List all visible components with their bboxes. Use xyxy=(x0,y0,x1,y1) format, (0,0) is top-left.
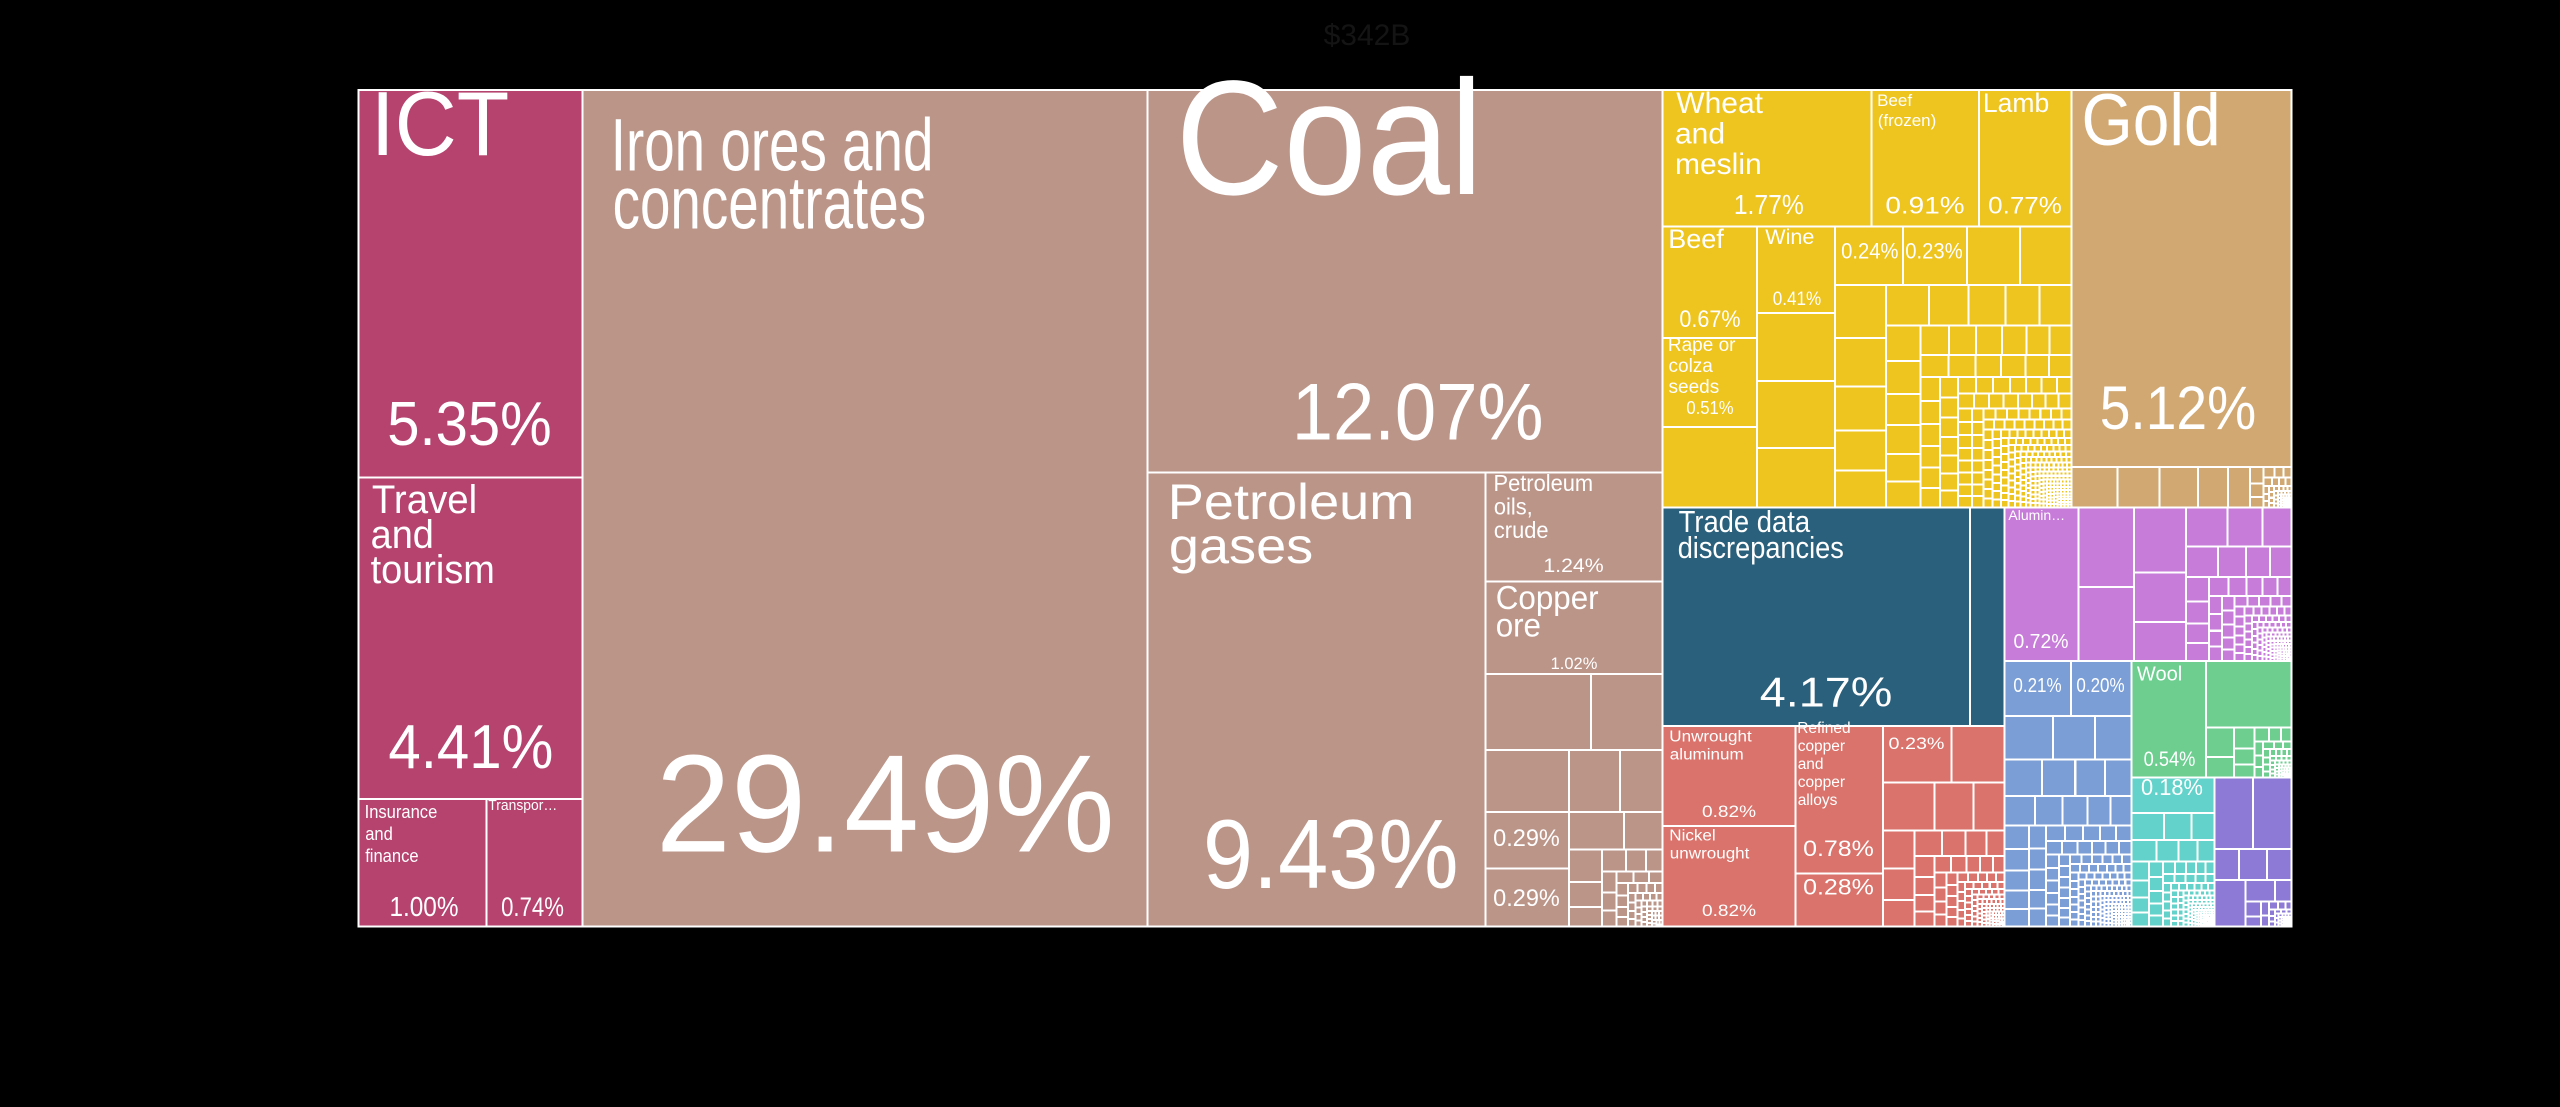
svg-text:Unwrought: Unwrought xyxy=(1669,729,1752,746)
svg-text:Wine: Wine xyxy=(1765,225,1814,249)
svg-text:concentrates: concentrates xyxy=(613,162,927,245)
svg-text:1.77%: 1.77% xyxy=(1734,189,1804,220)
svg-text:aluminum: aluminum xyxy=(1670,747,1744,764)
svg-text:ICT: ICT xyxy=(371,74,510,175)
svg-text:Travel: Travel xyxy=(372,478,477,522)
svg-text:0.82%: 0.82% xyxy=(1702,802,1756,821)
svg-text:0.51%: 0.51% xyxy=(1686,397,1733,418)
svg-text:and: and xyxy=(371,513,434,557)
svg-text:Wheat: Wheat xyxy=(1676,87,1763,120)
svg-text:Beef: Beef xyxy=(1877,91,1912,110)
svg-text:0.23%: 0.23% xyxy=(1889,734,1945,753)
svg-text:seeds: seeds xyxy=(1669,377,1720,398)
svg-text:alloys: alloys xyxy=(1798,792,1838,809)
svg-text:Copper: Copper xyxy=(1496,579,1599,616)
svg-text:0.28%: 0.28% xyxy=(1803,875,1874,900)
svg-text:0.91%: 0.91% xyxy=(1885,193,1964,220)
svg-text:Beef: Beef xyxy=(1668,224,1724,254)
svg-text:1.00%: 1.00% xyxy=(389,891,458,922)
svg-text:0.41%: 0.41% xyxy=(1773,289,1822,310)
svg-text:0.74%: 0.74% xyxy=(501,892,564,922)
svg-text:finance: finance xyxy=(365,846,418,866)
svg-text:0.82%: 0.82% xyxy=(1702,901,1756,920)
svg-text:0.72%: 0.72% xyxy=(2014,631,2069,653)
svg-text:Nickel: Nickel xyxy=(1669,828,1715,845)
svg-text:9.43%: 9.43% xyxy=(1203,799,1459,909)
svg-text:Petroleum: Petroleum xyxy=(1168,474,1415,530)
svg-text:Alumin…: Alumin… xyxy=(2008,507,2065,523)
svg-text:1.02%: 1.02% xyxy=(1551,654,1598,673)
svg-text:crude: crude xyxy=(1494,517,1549,543)
svg-text:5.35%: 5.35% xyxy=(387,390,552,459)
svg-text:0.54%: 0.54% xyxy=(2144,747,2196,771)
svg-text:unwrought: unwrought xyxy=(1670,846,1750,863)
svg-text:0.24%: 0.24% xyxy=(1841,239,1898,264)
svg-text:4.41%: 4.41% xyxy=(388,713,553,782)
svg-text:$342B: $342B xyxy=(1324,19,1411,52)
svg-text:0.29%: 0.29% xyxy=(1493,885,1560,912)
svg-text:Trade data: Trade data xyxy=(1679,504,1811,539)
svg-text:0.20%: 0.20% xyxy=(2076,675,2124,697)
svg-text:0.21%: 0.21% xyxy=(2013,675,2061,697)
svg-text:and: and xyxy=(365,824,393,844)
svg-text:4.17%: 4.17% xyxy=(1760,669,1893,716)
svg-text:Gold: Gold xyxy=(2082,80,2221,161)
svg-text:Petroleum: Petroleum xyxy=(1494,470,1594,496)
svg-text:0.23%: 0.23% xyxy=(1905,239,1962,264)
svg-text:copper: copper xyxy=(1798,774,1845,791)
svg-text:Transpor…: Transpor… xyxy=(488,798,557,814)
svg-text:0.18%: 0.18% xyxy=(2141,774,2203,800)
svg-text:colza: colza xyxy=(1669,356,1714,377)
svg-text:Coal: Coal xyxy=(1176,46,1484,229)
svg-text:and: and xyxy=(1675,118,1725,151)
svg-text:0.67%: 0.67% xyxy=(1679,306,1740,333)
svg-text:0.29%: 0.29% xyxy=(1493,825,1560,852)
svg-text:copper: copper xyxy=(1798,738,1845,755)
svg-text:tourism: tourism xyxy=(371,548,495,592)
svg-text:(frozen): (frozen) xyxy=(1878,111,1937,130)
svg-text:0.77%: 0.77% xyxy=(1988,193,2062,220)
svg-text:12.07%: 12.07% xyxy=(1292,368,1544,458)
svg-text:discrepancies: discrepancies xyxy=(1678,530,1844,565)
svg-text:and: and xyxy=(1798,756,1824,773)
svg-text:Insurance: Insurance xyxy=(365,802,438,822)
svg-text:ore: ore xyxy=(1496,607,1541,644)
svg-text:Rape or: Rape or xyxy=(1668,335,1736,356)
svg-text:gases: gases xyxy=(1169,518,1313,574)
svg-text:oils,: oils, xyxy=(1494,494,1533,520)
svg-text:Refined: Refined xyxy=(1797,720,1850,737)
svg-text:meslin: meslin xyxy=(1675,148,1762,181)
svg-text:29.49%: 29.49% xyxy=(656,727,1115,882)
svg-text:Iron ores and: Iron ores and xyxy=(611,104,934,187)
svg-text:0.78%: 0.78% xyxy=(1803,836,1874,861)
svg-text:5.12%: 5.12% xyxy=(2100,374,2257,442)
svg-text:Lamb: Lamb xyxy=(1983,88,2049,118)
svg-text:Wool: Wool xyxy=(2137,663,2182,686)
svg-text:1.24%: 1.24% xyxy=(1543,556,1603,577)
